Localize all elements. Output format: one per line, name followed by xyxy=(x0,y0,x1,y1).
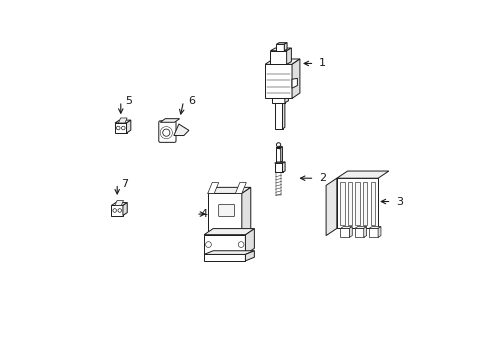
Polygon shape xyxy=(370,182,374,225)
Polygon shape xyxy=(325,178,336,235)
Polygon shape xyxy=(274,162,285,163)
Polygon shape xyxy=(235,183,246,193)
Polygon shape xyxy=(363,226,366,237)
Text: 5: 5 xyxy=(125,96,132,106)
Polygon shape xyxy=(207,187,250,193)
Polygon shape xyxy=(282,97,285,129)
Polygon shape xyxy=(245,229,254,255)
Polygon shape xyxy=(126,120,131,133)
Polygon shape xyxy=(347,182,351,225)
Polygon shape xyxy=(264,64,291,98)
Polygon shape xyxy=(270,48,291,51)
Polygon shape xyxy=(118,118,127,123)
Polygon shape xyxy=(368,226,380,228)
Polygon shape xyxy=(284,42,286,51)
Polygon shape xyxy=(115,123,126,133)
Polygon shape xyxy=(276,148,280,162)
Polygon shape xyxy=(264,59,299,64)
Polygon shape xyxy=(276,147,282,148)
Polygon shape xyxy=(291,78,297,88)
Polygon shape xyxy=(368,228,377,237)
Polygon shape xyxy=(354,228,363,237)
Polygon shape xyxy=(241,187,250,235)
Polygon shape xyxy=(276,44,284,51)
Polygon shape xyxy=(362,182,366,225)
Polygon shape xyxy=(276,42,286,44)
Polygon shape xyxy=(174,124,188,135)
Polygon shape xyxy=(115,120,131,123)
Polygon shape xyxy=(160,119,179,122)
Polygon shape xyxy=(377,226,380,237)
FancyBboxPatch shape xyxy=(159,121,176,142)
Polygon shape xyxy=(274,98,282,129)
Text: 6: 6 xyxy=(187,96,194,106)
Polygon shape xyxy=(280,147,282,162)
Polygon shape xyxy=(336,171,388,178)
Text: 2: 2 xyxy=(318,173,325,183)
Polygon shape xyxy=(111,203,127,206)
Polygon shape xyxy=(203,229,254,235)
Polygon shape xyxy=(354,226,366,228)
Polygon shape xyxy=(245,251,254,261)
Polygon shape xyxy=(274,97,285,98)
Polygon shape xyxy=(115,201,123,206)
Polygon shape xyxy=(203,251,254,255)
Polygon shape xyxy=(340,182,344,225)
Polygon shape xyxy=(285,96,288,103)
Polygon shape xyxy=(286,48,291,64)
Polygon shape xyxy=(282,162,285,172)
Polygon shape xyxy=(272,96,288,98)
Text: 4: 4 xyxy=(200,209,207,219)
Polygon shape xyxy=(340,228,349,237)
Polygon shape xyxy=(111,206,122,216)
Polygon shape xyxy=(203,235,245,255)
Polygon shape xyxy=(291,59,299,98)
Polygon shape xyxy=(203,255,245,261)
Text: 7: 7 xyxy=(121,179,128,189)
Polygon shape xyxy=(122,203,127,216)
Polygon shape xyxy=(270,51,286,64)
Polygon shape xyxy=(340,226,351,228)
Text: 3: 3 xyxy=(395,197,402,207)
FancyBboxPatch shape xyxy=(218,204,234,217)
Polygon shape xyxy=(207,193,241,235)
Polygon shape xyxy=(272,98,285,103)
Polygon shape xyxy=(274,163,282,172)
Polygon shape xyxy=(207,183,218,193)
Polygon shape xyxy=(349,226,351,237)
Polygon shape xyxy=(336,178,377,228)
Text: 1: 1 xyxy=(318,58,325,68)
Polygon shape xyxy=(355,182,359,225)
